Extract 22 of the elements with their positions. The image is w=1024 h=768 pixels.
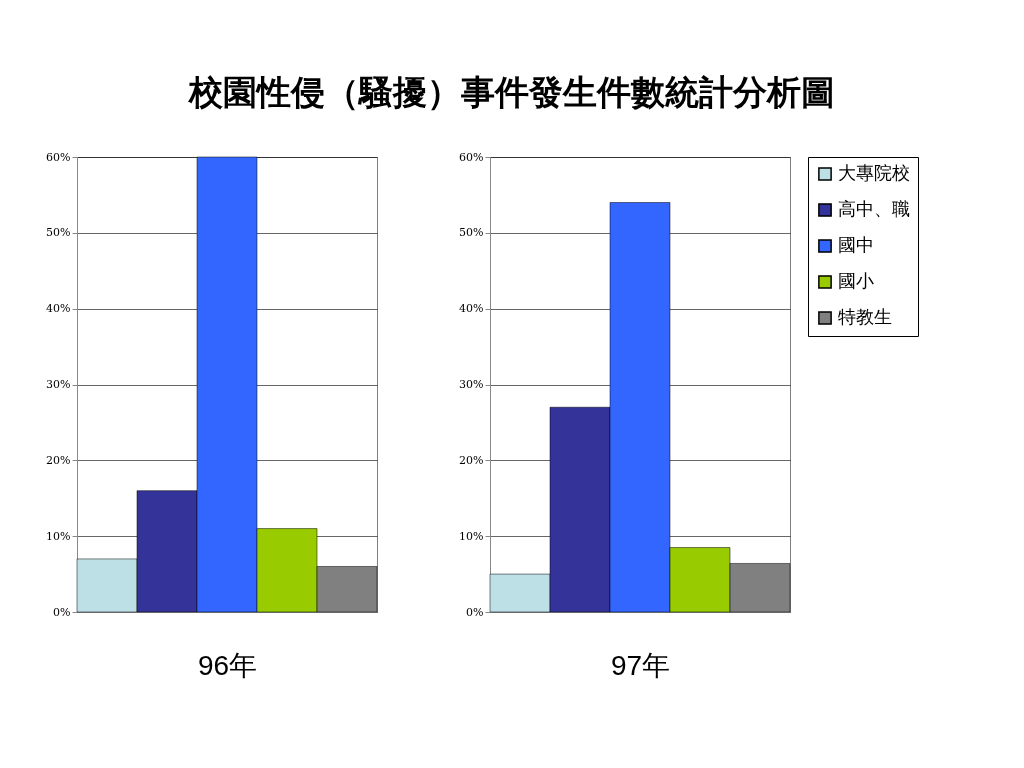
text: 校園性侵（騷擾）事件發生件數統計分析圖 bbox=[187, 71, 836, 114]
y-tick-label: 30% bbox=[46, 378, 71, 391]
y-tick-label: 30% bbox=[459, 378, 484, 391]
y-tick-label: 60% bbox=[46, 150, 71, 164]
x-axis-title: 96年 bbox=[197, 649, 258, 681]
y-tick-label: 40% bbox=[46, 302, 71, 316]
legend-label: 國小 bbox=[838, 270, 874, 291]
y-tick-label: 60% bbox=[459, 150, 484, 164]
legend-label: 國中 bbox=[838, 234, 874, 255]
legend-label: 大專院校 bbox=[838, 162, 910, 183]
legend-label: 高中、職 bbox=[838, 198, 910, 219]
legend-label: 特教生 bbox=[838, 306, 892, 327]
y-tick-label: 10% bbox=[46, 529, 71, 543]
y-tick-label: 10% bbox=[459, 529, 484, 543]
y-tick-label: 20% bbox=[46, 453, 71, 467]
x-axis-title: 97年 bbox=[610, 649, 671, 681]
y-tick-label: 50% bbox=[459, 226, 484, 240]
y-tick-label: 40% bbox=[459, 302, 484, 316]
y-tick-label: 0% bbox=[466, 605, 484, 619]
y-tick-label: 50% bbox=[46, 226, 71, 240]
y-tick-label: 20% bbox=[459, 453, 484, 467]
y-tick-label: 0% bbox=[53, 605, 71, 619]
